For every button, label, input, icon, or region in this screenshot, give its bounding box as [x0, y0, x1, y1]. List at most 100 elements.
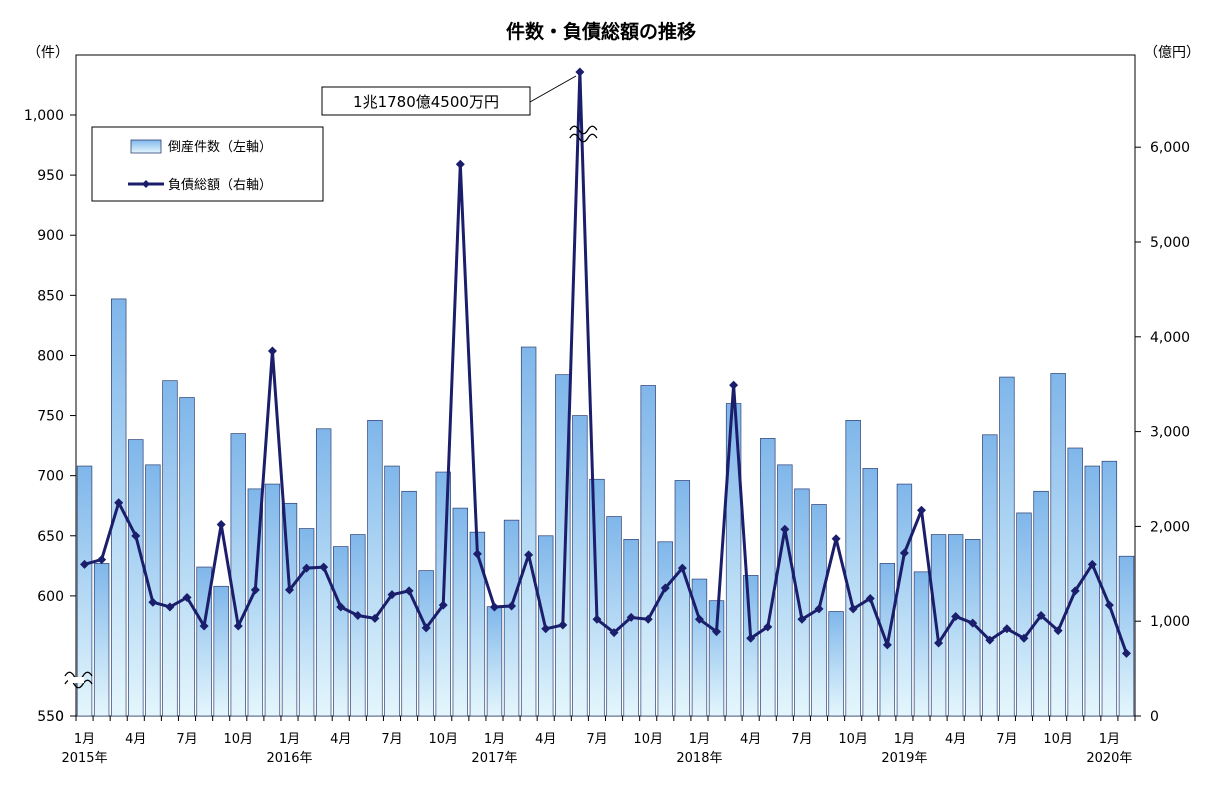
bar	[896, 483, 913, 717]
bar	[350, 534, 366, 717]
line-marker	[507, 601, 517, 611]
bar	[777, 464, 793, 717]
bar	[999, 376, 1015, 717]
line-marker	[97, 555, 107, 565]
line-marker	[1019, 633, 1029, 643]
x-month-label: 10月	[838, 732, 868, 747]
axis-layer: 05506006507007508008509009501,00001,0002…	[24, 108, 1190, 766]
left-tick-label: 1,000	[24, 108, 64, 124]
line-marker	[831, 534, 841, 544]
bar	[333, 546, 349, 717]
bar	[965, 539, 981, 717]
line-marker	[165, 602, 175, 612]
x-year-label: 2018年	[676, 751, 722, 766]
x-month-label: 7月	[176, 732, 197, 747]
bar	[179, 397, 195, 717]
annotation-box	[321, 86, 531, 116]
right-tick-label: 5,000	[1150, 235, 1190, 251]
bar	[606, 516, 622, 717]
x-year-label: 2017年	[471, 751, 517, 766]
x-month-label: 4月	[125, 732, 146, 747]
left-tick-label: 550	[37, 709, 64, 725]
line-marker	[626, 612, 636, 622]
line-marker	[729, 380, 739, 390]
bar	[982, 434, 998, 717]
bar	[572, 415, 588, 717]
bar	[162, 380, 178, 717]
line-marker	[848, 604, 858, 614]
bar	[1050, 373, 1066, 717]
bar	[298, 528, 315, 717]
line-marker	[216, 520, 226, 530]
line-marker	[319, 562, 329, 572]
bar	[1084, 465, 1100, 717]
bar	[845, 420, 861, 717]
x-month-label: 10月	[223, 732, 253, 747]
line-marker	[267, 346, 277, 356]
bar	[469, 531, 486, 717]
line-marker	[968, 618, 978, 628]
line-marker	[489, 602, 499, 612]
bar	[486, 606, 503, 717]
right-tick-label: 0	[1150, 709, 1159, 725]
x-month-label: 7月	[586, 732, 607, 747]
chart-title: 件数・負債総額の推移	[506, 20, 696, 43]
line-marker	[131, 531, 141, 541]
line-marker	[370, 613, 380, 623]
bar	[930, 534, 947, 717]
line-marker	[404, 586, 414, 596]
line-marker	[916, 505, 926, 515]
bar	[742, 575, 759, 717]
bar	[230, 433, 246, 717]
legend-bar-label: 倒産件数（左軸）	[168, 139, 272, 155]
right-tick-label: 1,000	[1150, 614, 1190, 630]
line-marker	[934, 638, 944, 648]
bar	[367, 420, 383, 717]
line-marker	[421, 623, 431, 633]
x-month-label: 4月	[945, 732, 966, 747]
bar	[418, 570, 434, 717]
bar	[213, 585, 229, 717]
legend-line-marker	[142, 180, 150, 188]
left-tick-label: 850	[37, 288, 64, 304]
line-marker	[80, 559, 90, 569]
line-marker	[472, 549, 482, 559]
x-month-label: 1月	[484, 732, 505, 747]
annotation-leader	[529, 75, 577, 103]
line-marker	[438, 600, 448, 610]
right-axis-unit: （億円）	[1144, 45, 1200, 61]
line-marker	[250, 585, 260, 595]
left-tick-label: 650	[37, 529, 64, 545]
line-marker	[1070, 586, 1080, 596]
line-marker	[712, 627, 722, 637]
line-marker	[951, 611, 961, 621]
line-marker	[609, 628, 619, 638]
line-marker	[353, 611, 363, 621]
bar	[794, 488, 810, 717]
x-month-label: 4月	[330, 732, 351, 747]
left-tick-label: 600	[37, 589, 64, 605]
bar	[691, 578, 708, 717]
left-tick-label: 0	[55, 709, 64, 725]
line-marker	[814, 604, 824, 614]
legend: 倒産件数（左軸） 負債総額（右軸）	[91, 126, 324, 202]
x-month-label: 4月	[535, 732, 556, 747]
bar	[623, 539, 639, 717]
bar	[674, 480, 691, 717]
bar	[1016, 512, 1032, 717]
x-year-label: 2019年	[881, 751, 927, 766]
line-marker	[677, 563, 687, 573]
line-marker	[1104, 600, 1114, 610]
line-marker	[660, 583, 670, 593]
line-marker	[1053, 626, 1063, 636]
left-tick-label: 700	[37, 469, 64, 485]
line-layer	[80, 67, 1131, 658]
line-marker	[336, 602, 346, 612]
x-month-label: 7月	[791, 732, 812, 747]
x-month-label: 1月	[894, 732, 915, 747]
bar	[828, 611, 844, 717]
line-marker	[575, 67, 585, 77]
legend-line-label: 負債総額（右軸）	[168, 178, 272, 193]
line-marker	[302, 563, 312, 573]
bar	[145, 464, 161, 717]
